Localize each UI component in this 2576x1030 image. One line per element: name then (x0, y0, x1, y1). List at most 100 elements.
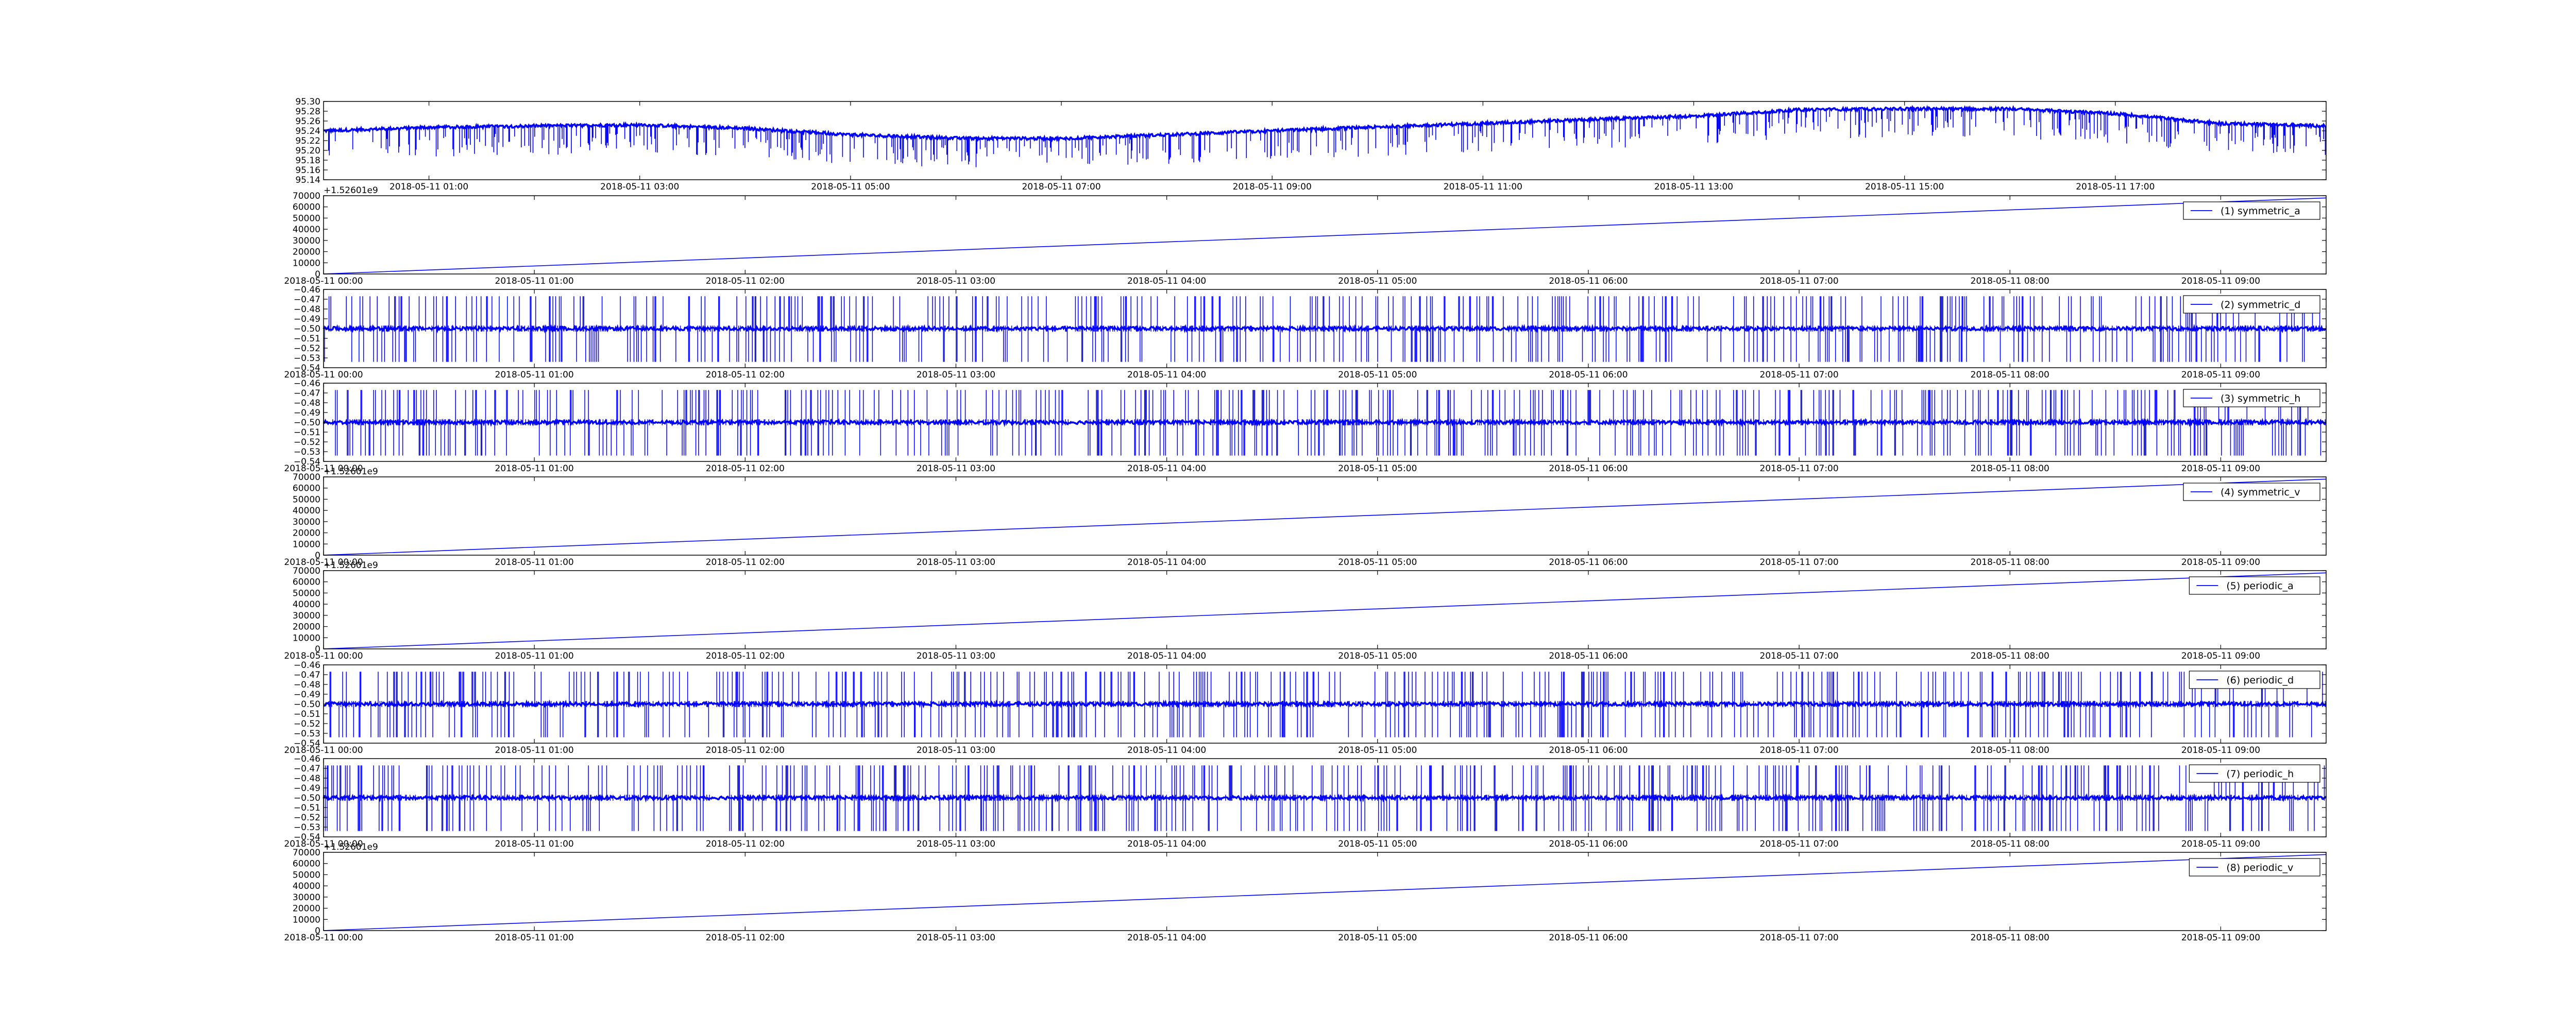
x-tick-label: 2018-05-11 06:00 (1549, 839, 1628, 849)
y-tick-label: 0 (315, 644, 320, 655)
y-tick-label: 40000 (293, 506, 320, 516)
legend-label: (1) symmetric_a (2221, 205, 2300, 217)
x-tick-label: 2018-05-11 17:00 (2076, 182, 2155, 192)
y-tick-label: 95.20 (295, 146, 320, 156)
y-tick-label: 70000 (293, 472, 320, 483)
series-line-3 (323, 323, 2327, 334)
y-tick-label: −0.48 (294, 398, 320, 408)
y-tick-label: 10000 (293, 915, 320, 925)
x-tick-label: 2018-05-11 03:00 (917, 933, 995, 943)
y-tick-label: −0.49 (294, 408, 320, 418)
x-tick-label: 2018-05-11 01:00 (495, 276, 574, 286)
y-tick-label: −0.49 (294, 783, 320, 794)
legend-label: (2) symmetric_d (2221, 299, 2300, 311)
y-tick-label: −0.46 (294, 285, 320, 295)
x-tick-label: 2018-05-11 01:00 (389, 182, 468, 192)
legend-label: (4) symmetric_v (2221, 487, 2300, 498)
x-tick-label: 2018-05-11 06:00 (1549, 557, 1628, 568)
y-tick-label: −0.48 (294, 774, 320, 784)
y-tick-label: 40000 (293, 881, 320, 891)
y-tick-label: −0.50 (294, 324, 320, 334)
x-tick-label: 2018-05-11 02:00 (706, 557, 785, 568)
y-tick-label: −0.49 (294, 690, 320, 700)
x-tick-label: 2018-05-11 02:00 (706, 745, 785, 756)
series-line-2 (323, 197, 2327, 274)
x-tick-label: 2018-05-11 06:00 (1549, 933, 1628, 943)
y-tick-label: 0 (315, 551, 320, 561)
axis-offset-text: +1.52601e9 (324, 185, 378, 196)
y-tick-label: 50000 (293, 494, 320, 505)
y-tick-label: 60000 (293, 859, 320, 869)
y-tick-label: −0.54 (294, 457, 320, 467)
y-tick-label: 50000 (293, 870, 320, 880)
y-tick-label: 60000 (293, 577, 320, 588)
axis-offset-text: +1.52601e9 (324, 467, 378, 477)
y-tick-label: −0.51 (294, 803, 320, 813)
y-tick-label: −0.51 (294, 709, 320, 719)
x-tick-label: 2018-05-11 03:00 (917, 651, 995, 661)
y-tick-label: −0.52 (294, 344, 320, 354)
legend: (3) symmetric_h (2183, 389, 2320, 407)
x-tick-label: 2018-05-11 11:00 (1444, 182, 1522, 192)
y-tick-label: 70000 (293, 191, 320, 201)
x-tick-label: 2018-05-11 07:00 (1760, 745, 1839, 756)
x-tick-label: 2018-05-11 07:00 (1760, 839, 1839, 849)
x-tick-label: 2018-05-11 04:00 (1127, 557, 1206, 568)
x-tick-label: 2018-05-11 01:00 (495, 745, 574, 756)
y-tick-label: 50000 (293, 213, 320, 224)
y-tick-label: 95.30 (295, 97, 320, 107)
x-tick-label: 2018-05-11 06:00 (1549, 651, 1628, 661)
x-tick-label: 2018-05-11 08:00 (1971, 276, 2049, 286)
y-tick-label: −0.51 (294, 427, 320, 438)
y-tick-label: 95.14 (295, 175, 320, 185)
x-tick-label: 2018-05-11 02:00 (706, 933, 785, 943)
x-tick-label: 2018-05-11 05:00 (1338, 557, 1417, 568)
x-tick-label: 2018-05-11 09:00 (2181, 557, 2260, 568)
y-tick-label: 20000 (293, 622, 320, 632)
subplot-stack: 95.1495.1695.1895.2095.2295.2495.2695.28… (284, 97, 2327, 943)
y-tick-label: −0.46 (294, 379, 320, 389)
x-tick-label: 2018-05-11 01:00 (495, 370, 574, 380)
y-tick-label: 30000 (293, 236, 320, 246)
y-tick-label: 0 (315, 926, 320, 936)
x-tick-label: 2018-05-11 09:00 (1233, 182, 1312, 192)
x-tick-label: 2018-05-11 03:00 (917, 464, 995, 474)
x-tick-label: 2018-05-11 08:00 (1971, 464, 2049, 474)
x-tick-label: 2018-05-11 00:00 (284, 745, 363, 756)
y-tick-label: 40000 (293, 225, 320, 235)
y-tick-label: 95.18 (295, 156, 320, 166)
x-tick-label: 2018-05-11 09:00 (2181, 464, 2260, 474)
y-tick-label: −0.48 (294, 680, 320, 690)
axis-offset-text: +1.52601e9 (324, 560, 378, 571)
legend-label: (5) periodic_a (2226, 580, 2293, 592)
y-tick-label: −0.47 (294, 764, 320, 774)
x-tick-label: 2018-05-11 00:00 (284, 276, 363, 286)
series-line-6 (323, 572, 2327, 649)
y-tick-label: −0.50 (294, 699, 320, 710)
y-tick-label: 95.24 (295, 126, 320, 136)
x-tick-label: 2018-05-11 04:00 (1127, 933, 1206, 943)
legend: (8) periodic_v (2189, 858, 2320, 877)
x-tick-label: 2018-05-11 08:00 (1971, 557, 2049, 568)
series-spikes-1 (328, 109, 2326, 167)
x-tick-label: 2018-05-11 09:00 (2181, 933, 2260, 943)
legend: (1) symmetric_a (2183, 201, 2320, 220)
y-tick-label: −0.54 (294, 832, 320, 843)
y-tick-label: −0.52 (294, 437, 320, 448)
x-tick-label: 2018-05-11 00:00 (284, 557, 363, 568)
y-tick-label: 20000 (293, 247, 320, 258)
y-tick-label: 70000 (293, 566, 320, 576)
x-tick-label: 2018-05-11 01:00 (495, 557, 574, 568)
legend: (7) periodic_h (2189, 764, 2320, 783)
x-tick-label: 2018-05-11 02:00 (706, 370, 785, 380)
axes-frame-5 (323, 476, 2327, 556)
x-tick-label: 2018-05-11 02:00 (706, 276, 785, 286)
y-tick-label: −0.51 (294, 334, 320, 344)
y-tick-label: 95.16 (295, 165, 320, 176)
x-tick-label: 2018-05-11 09:00 (2181, 745, 2260, 756)
x-tick-label: 2018-05-11 07:00 (1760, 651, 1839, 661)
x-tick-label: 2018-05-11 09:00 (2181, 370, 2260, 380)
x-tick-label: 2018-05-11 15:00 (1865, 182, 1944, 192)
series-line-5 (323, 478, 2327, 556)
y-tick-label: 95.28 (295, 107, 320, 117)
